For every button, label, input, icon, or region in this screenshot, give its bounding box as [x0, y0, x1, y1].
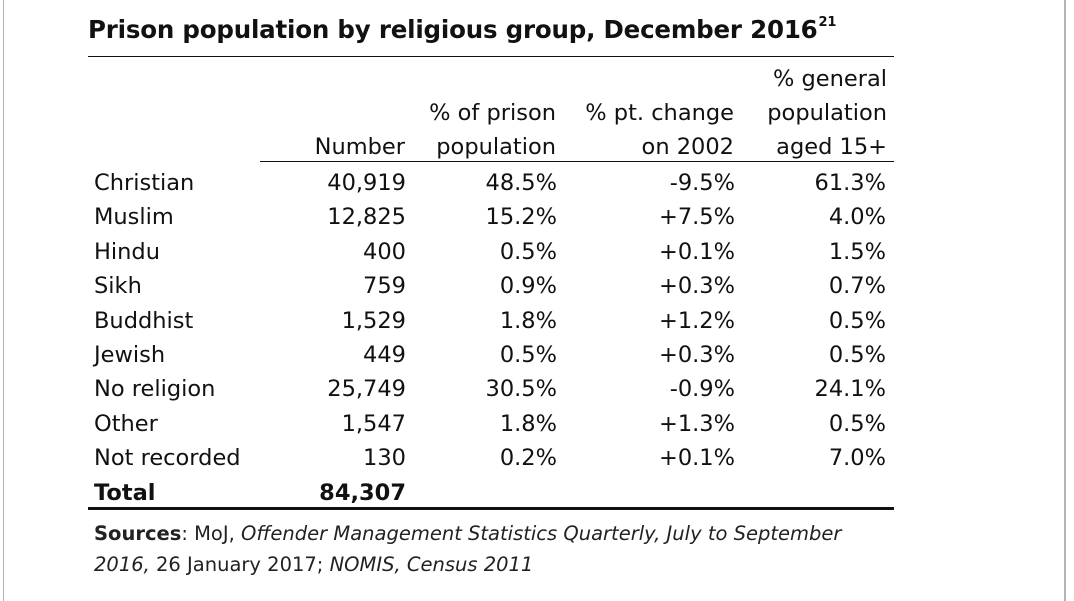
row-label: No religion [94, 376, 216, 403]
pct-prison-cell: 1.8% [499, 410, 557, 437]
number-cell: 400 [363, 238, 406, 265]
column-header-pct-prison: % of prison population [429, 96, 556, 164]
table-body: Christian 40,919 48.5% -9.5% 61.3% Musli… [88, 166, 898, 510]
sources-date: 26 January 2017; [149, 553, 330, 576]
table-row: Other 1,547 1.8% +1.3% 0.5% [88, 407, 898, 441]
page-left-border [3, 0, 4, 601]
pt-change-cell: +7.5% [658, 204, 735, 231]
pt-change-cell: -9.5% [669, 170, 735, 196]
title-text: Prison population by religious group, De… [88, 15, 818, 44]
row-label: Sikh [94, 273, 142, 300]
pt-change-cell: +0.1% [658, 238, 735, 265]
pct-prison-cell: 0.5% [499, 341, 557, 368]
sources-census: NOMIS, Census 2011 [329, 553, 534, 576]
pt-change-cell: +1.3% [658, 410, 735, 437]
pct-general-cell: 0.5% [828, 341, 886, 368]
pct-prison-cell: 30.5% [485, 376, 557, 403]
header-top-rule [88, 56, 894, 57]
pt-change-cell: +0.3% [658, 273, 735, 300]
pct-prison-cell: 0.5% [499, 238, 557, 265]
table-row: Christian 40,919 48.5% -9.5% 61.3% [88, 166, 898, 200]
row-label: Other [94, 410, 158, 437]
title-footnote-marker: 21 [818, 15, 837, 30]
column-header-line: % pt. change [585, 100, 734, 126]
table-row: Jewish 449 0.5% +0.3% 0.5% [88, 338, 898, 372]
row-label: Jewish [94, 341, 166, 368]
pct-general-cell: 1.5% [828, 238, 886, 265]
table-row: Buddhist 1,529 1.8% +1.2% 0.5% [88, 304, 898, 338]
pct-general-cell: 0.7% [828, 273, 886, 300]
table-title: Prison population by religious group, De… [88, 12, 836, 48]
sources-publication: Offender Management Statistics Quarterly… [94, 522, 842, 576]
column-header-number: Number [315, 130, 405, 164]
column-header-line: population [436, 134, 556, 160]
row-label: Muslim [94, 204, 174, 231]
pt-change-cell: -0.9% [669, 376, 735, 403]
number-cell: 40,919 [327, 170, 406, 196]
pct-general-cell: 0.5% [828, 410, 886, 437]
row-label: Christian [94, 170, 195, 196]
number-cell: 25,749 [327, 376, 406, 403]
pct-general-cell: 24.1% [814, 376, 886, 403]
pct-general-cell: 7.0% [828, 445, 886, 472]
number-cell: 1,547 [341, 410, 406, 437]
table-row: No religion 25,749 30.5% -0.9% 24.1% [88, 372, 898, 406]
column-header-line: % of prison [429, 100, 556, 126]
column-header-line: on 2002 [641, 134, 734, 160]
pct-general-cell: 4.0% [828, 204, 886, 231]
number-cell: 1,529 [341, 307, 406, 334]
page-right-border [1064, 0, 1066, 601]
total-label: Total [94, 479, 156, 506]
pct-prison-cell: 15.2% [485, 204, 557, 231]
column-header-pt-change: % pt. change on 2002 [585, 96, 734, 164]
number-cell: 759 [363, 273, 406, 300]
pt-change-cell: +0.3% [658, 341, 735, 368]
column-header-line: % general [772, 66, 887, 92]
column-header-line: aged 15+ [776, 134, 887, 160]
header-bottom-rule [260, 161, 894, 162]
pct-general-cell: 61.3% [814, 170, 886, 196]
pct-prison-cell: 48.5% [485, 170, 557, 196]
number-cell: 12,825 [327, 204, 406, 231]
table-row: Muslim 12,825 15.2% +7.5% 4.0% [88, 200, 898, 234]
pct-prison-cell: 0.2% [499, 445, 557, 472]
column-header-line: population [767, 100, 887, 126]
sources-text: : MoJ, [181, 522, 242, 545]
total-row: Total 84,307 [88, 476, 898, 510]
column-header-pct-general: % general population aged 15+ [767, 62, 887, 164]
table-row: Hindu 400 0.5% +0.1% 1.5% [88, 235, 898, 269]
row-label: Not recorded [94, 445, 241, 472]
table-bottom-rule [88, 507, 894, 510]
pct-prison-cell: 1.8% [499, 307, 557, 334]
number-cell: 130 [363, 445, 406, 472]
pct-prison-cell: 0.9% [499, 273, 557, 300]
table-row: Not recorded 130 0.2% +0.1% 7.0% [88, 441, 898, 475]
sources-note: Sources: MoJ, Offender Management Statis… [94, 518, 894, 580]
sources-label: Sources [94, 522, 182, 545]
table-row: Sikh 759 0.9% +0.3% 0.7% [88, 269, 898, 303]
row-label: Hindu [94, 238, 160, 265]
row-label: Buddhist [94, 307, 194, 334]
pct-general-cell: 0.5% [828, 307, 886, 334]
number-cell: 449 [363, 341, 406, 368]
total-number: 84,307 [319, 479, 406, 506]
pt-change-cell: +1.2% [658, 307, 735, 334]
column-header-line: Number [314, 134, 405, 160]
pt-change-cell: +0.1% [658, 445, 735, 472]
